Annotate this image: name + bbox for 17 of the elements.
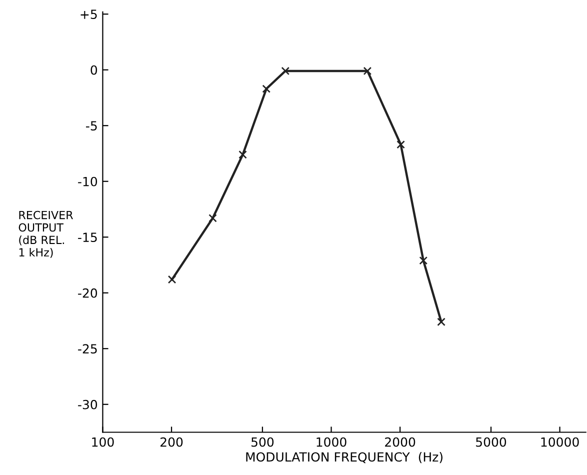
y-tick-label: -20: [78, 288, 98, 298]
x-tick-label: 500: [251, 437, 274, 447]
y-tick-label: +5: [80, 10, 97, 20]
x-tick-label: 100: [92, 437, 114, 447]
y-tick-label: -10: [78, 176, 98, 186]
x-tick-label: 2000: [385, 437, 416, 447]
y-axis-title: RECEIVER OUTPUT (dB REL. 1 kHz): [18, 210, 73, 258]
y-tick-label: 0: [90, 65, 98, 75]
x-tick-label: 10000: [541, 437, 579, 447]
x-tick-label: 1000: [316, 437, 346, 447]
y-tick-label: -25: [78, 344, 97, 354]
y-tick-label: -30: [78, 400, 98, 410]
x-tick-label: 5000: [476, 437, 506, 447]
x-axis-title: MODULATION FREQUENCY (Hz): [246, 452, 442, 464]
y-tick-label: -15: [78, 232, 97, 242]
y-tick-label: -5: [86, 121, 97, 131]
x-tick-label: 200: [160, 437, 183, 447]
